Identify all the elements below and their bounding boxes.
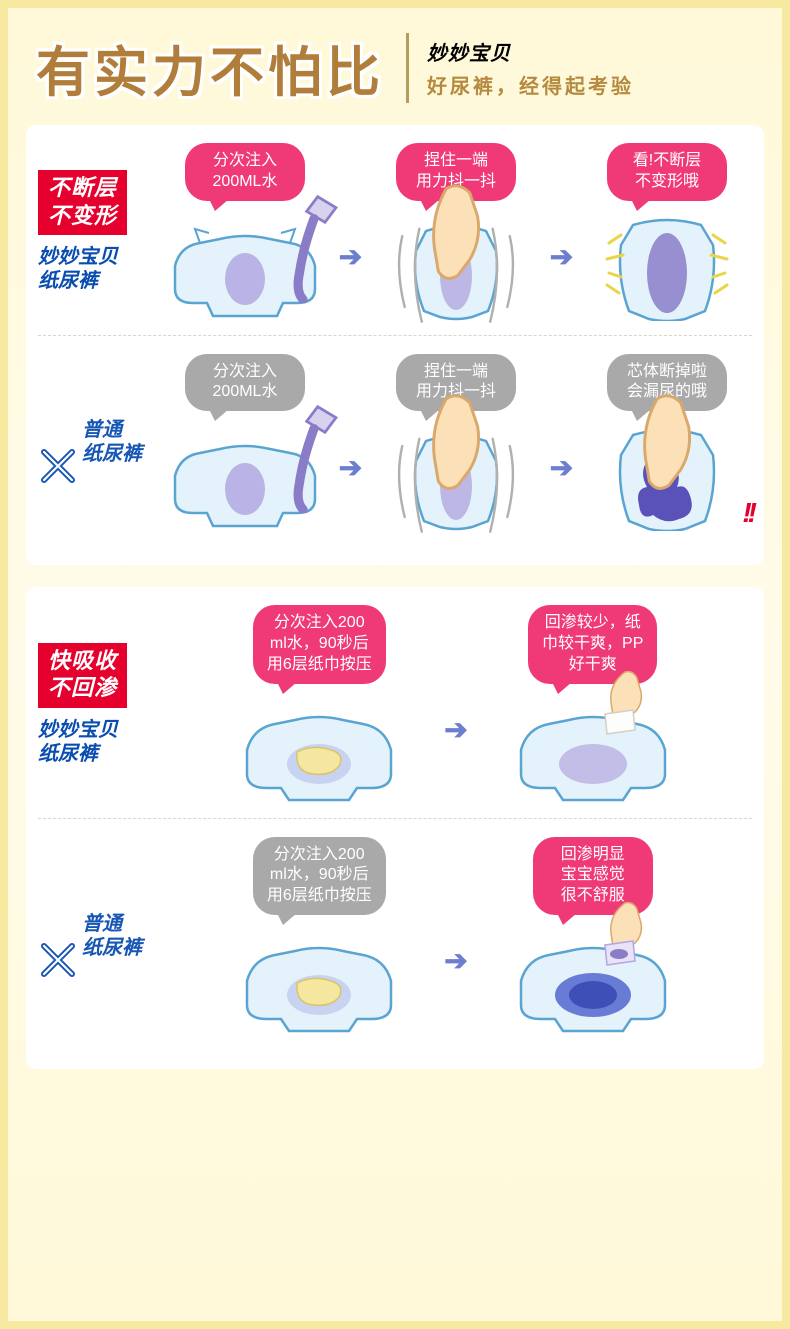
step: 分次注入200 ml水，90秒后 用6层纸巾按压 <box>214 837 424 1035</box>
step: 看!不断层 不变形哦 <box>582 143 752 321</box>
diaper-illustration <box>165 211 325 321</box>
diaper-illustration <box>165 421 325 531</box>
good-label-1: 妙妙宝贝 纸尿裤 <box>38 245 118 293</box>
good-label-text: 妙妙宝贝 纸尿裤 <box>38 245 118 293</box>
good-label-text: 妙妙宝贝 纸尿裤 <box>38 718 118 766</box>
step: 捏住一端 用力抖一抖 <box>371 354 541 532</box>
diaper-illustration <box>239 925 399 1035</box>
step: 分次注入200 ml水，90秒后 用6层纸巾按压 <box>214 605 424 803</box>
x-icon <box>38 422 78 462</box>
section-no-break: 不断层 不变形 妙妙宝贝 纸尿裤 分次注入 200ML水 <box>26 125 764 565</box>
bad-label-text: 普通 纸尿裤 <box>82 912 142 960</box>
step: 回渗较少，纸 巾较干爽，PP 好干爽 <box>488 605 698 803</box>
diaper-illustration <box>376 421 536 531</box>
pour-icon <box>223 403 383 513</box>
bad-label-2: 普通 纸尿裤 <box>38 912 142 960</box>
hand-press-icon <box>595 670 655 740</box>
good-label-2: 妙妙宝贝 纸尿裤 <box>38 718 118 766</box>
arrow-icon: ➔ <box>550 240 573 273</box>
bad-label-1: 普通 纸尿裤 <box>38 418 142 466</box>
brand-mark: 妙妙宝贝 <box>427 37 634 66</box>
feature-badge-1: 不断层 不变形 <box>38 170 127 235</box>
diaper-illustration: !! <box>587 421 747 531</box>
row-good-2: 快吸收 不回渗 妙妙宝贝 纸尿裤 分次注入200 ml水，90秒后 用6层纸巾按… <box>38 597 752 817</box>
tagline: 好尿裤，经得起考验 <box>427 70 634 99</box>
pour-icon <box>223 193 383 303</box>
step: 捏住一端 用力抖一抖 <box>371 143 541 321</box>
step: 回渗明显 宝宝感觉 很不舒服 <box>488 837 698 1035</box>
diaper-illustration <box>513 925 673 1035</box>
header-subcol: 妙妙宝贝 好尿裤，经得起考验 <box>427 37 634 99</box>
feature-badge-2: 快吸收 不回渗 <box>38 643 127 708</box>
arrow-icon: ➔ <box>550 451 573 484</box>
diaper-illustration <box>376 211 536 321</box>
hand-icon <box>376 181 536 291</box>
bubble: 分次注入200 ml水，90秒后 用6层纸巾按压 <box>253 605 386 683</box>
step: 芯体断掉啦 会漏尿的哦 !! <box>582 354 752 532</box>
step: 分次注入 200ML水 <box>160 354 330 532</box>
hand-press-icon <box>595 901 655 971</box>
arrow-icon: ➔ <box>444 944 467 977</box>
bubble: 分次注入200 ml水，90秒后 用6层纸巾按压 <box>253 837 386 915</box>
row-bad-2: 普通 纸尿裤 分次注入200 ml水，90秒后 用6层纸巾按压 ➔ <box>38 818 752 1049</box>
row-good-1: 不断层 不变形 妙妙宝贝 纸尿裤 分次注入 200ML水 <box>38 135 752 335</box>
diaper-illustration <box>587 211 747 321</box>
hand-icon <box>376 391 536 501</box>
diaper-illustration <box>239 694 399 804</box>
x-icon <box>38 916 78 956</box>
section-absorb: 快吸收 不回渗 妙妙宝贝 纸尿裤 分次注入200 ml水，90秒后 用6层纸巾按… <box>26 587 764 1069</box>
main-title: 有实力不怕比 <box>36 28 384 107</box>
step: 分次注入 200ML水 <box>160 143 330 321</box>
arrow-icon: ➔ <box>444 713 467 746</box>
bubble: 看!不断层 不变形哦 <box>607 143 727 201</box>
alert-mark: !! <box>742 497 753 529</box>
hand-icon <box>587 391 747 501</box>
divider <box>406 33 409 103</box>
row-bad-1: 普通 纸尿裤 分次注入 200ML水 <box>38 335 752 546</box>
bad-label-text: 普通 纸尿裤 <box>82 418 142 466</box>
diaper-illustration <box>513 694 673 804</box>
header: 有实力不怕比 妙妙宝贝 好尿裤，经得起考验 <box>26 28 764 107</box>
